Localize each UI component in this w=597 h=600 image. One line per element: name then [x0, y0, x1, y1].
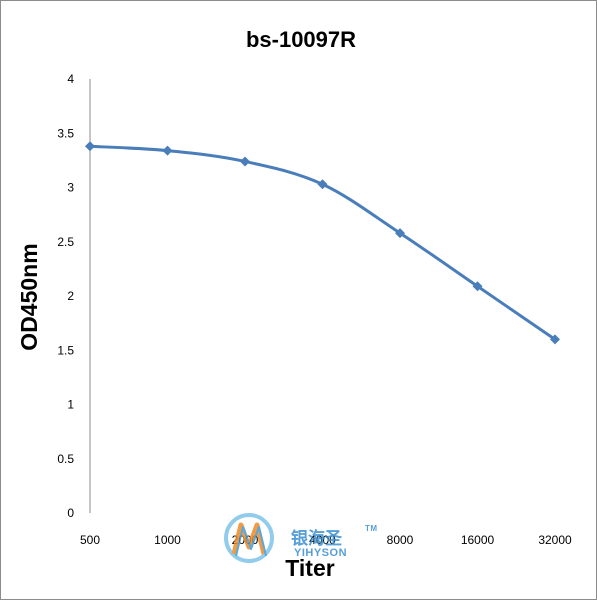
series-line — [89, 144, 556, 341]
x-tick-label: 4000 — [309, 533, 336, 547]
y-tick-label: 1 — [67, 398, 74, 412]
x-tick-label: 1000 — [154, 533, 181, 547]
y-tick-label: 0 — [67, 506, 74, 520]
data-point-marker — [550, 334, 560, 345]
y-tick-label: 3.5 — [57, 126, 74, 140]
series-layer — [85, 141, 560, 345]
y-tick-label: 0.5 — [57, 452, 74, 466]
y-tick-label: 4 — [67, 72, 74, 86]
data-point-marker — [317, 179, 328, 190]
watermark-text-cn: 银海圣 — [291, 528, 343, 549]
x-tick-label: 8000 — [387, 533, 414, 547]
data-point-marker — [472, 281, 483, 292]
watermark-logo — [224, 513, 274, 563]
y-tick-label: 1.5 — [57, 343, 74, 357]
data-point-marker — [240, 156, 250, 167]
y-tick-label: 3 — [67, 181, 74, 195]
y-axis-title: OD450nm — [16, 243, 42, 350]
watermark-tm: TM — [365, 524, 378, 533]
x-axis-title: Titer — [285, 555, 334, 581]
data-point-marker — [85, 141, 95, 152]
data-point-marker — [162, 145, 173, 156]
watermark-text-en: YIHYSON — [294, 547, 347, 559]
watermark: 银海圣 TM YIHYSON — [224, 513, 378, 563]
y-tick-label: 2 — [67, 289, 74, 303]
x-tick-label: 16000 — [461, 533, 495, 547]
x-tick-label: 500 — [80, 533, 100, 547]
y-axis-ticks: 0 0.5 1 1.5 2 2.5 3 3.5 4 — [57, 72, 74, 520]
x-tick-label: 32000 — [538, 533, 572, 547]
chart-title: bs-10097R — [246, 27, 356, 52]
data-point-marker — [395, 228, 405, 239]
y-tick-label: 2.5 — [57, 235, 74, 249]
